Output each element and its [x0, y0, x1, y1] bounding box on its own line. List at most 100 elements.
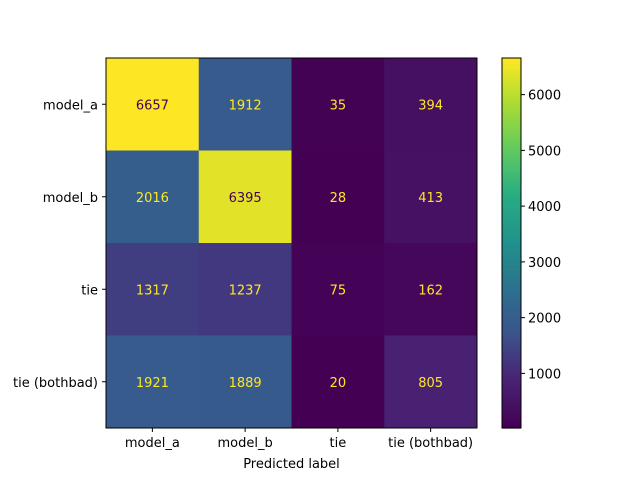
- colorbar-segment: [502, 347, 521, 352]
- x-tick-labels: model_a model_b tie tie (bothbad): [125, 428, 473, 451]
- colorbar-segment: [502, 239, 521, 244]
- cell-value-label: 2016: [136, 191, 169, 206]
- heatmap-cell: [291, 58, 385, 151]
- colorbar-segment: [502, 110, 521, 115]
- colorbar-segment: [502, 258, 521, 263]
- heatmap-cell: [106, 58, 200, 151]
- cell-value-label: 805: [418, 376, 443, 391]
- colorbar-segment: [502, 104, 521, 108]
- colorbar-segment: [502, 159, 521, 164]
- colorbar-segment: [502, 307, 521, 312]
- colorbar-segment: [502, 409, 521, 414]
- cell-value-label: 20: [330, 376, 347, 391]
- colorbar-segment: [502, 206, 521, 210]
- colorbar-segment: [502, 326, 521, 330]
- colorbar-segment: [502, 394, 521, 398]
- colorbar-segment: [502, 329, 521, 334]
- colorbar-segment: [502, 184, 521, 189]
- colorbar-segment: [502, 107, 521, 112]
- colorbar-segment: [502, 122, 521, 127]
- colorbar-segment: [502, 88, 521, 93]
- colorbar-segment: [502, 162, 521, 167]
- cell-value-label: 75: [330, 283, 347, 298]
- heatmap-cell: [106, 243, 200, 336]
- colorbar-segment: [502, 116, 521, 121]
- colorbar-segment: [502, 76, 521, 81]
- colorbar-segment: [502, 64, 521, 68]
- heatmap-cell: [291, 150, 385, 244]
- colorbar-segment: [502, 196, 521, 201]
- colorbar-segment: [502, 227, 521, 232]
- colorbar-segment: [502, 298, 521, 303]
- colorbar-tick-label: 1000: [528, 367, 561, 382]
- colorbar-segment: [502, 360, 521, 364]
- colorbar-segment: [502, 375, 521, 380]
- colorbar-segment: [502, 369, 521, 374]
- colorbar-segment: [502, 125, 521, 130]
- y-tick-label: tie: [81, 283, 98, 298]
- colorbar-segment: [502, 403, 521, 408]
- colorbar-segment: [502, 243, 521, 247]
- colorbar-segment: [502, 135, 521, 139]
- colorbar-segment: [502, 397, 521, 401]
- colorbar-segment: [502, 165, 521, 170]
- colorbar-segment: [502, 295, 521, 300]
- colorbar-segment: [502, 181, 521, 186]
- heatmap-cell: [384, 335, 478, 429]
- heatmap-cell: [384, 58, 478, 151]
- colorbar-segment: [502, 175, 521, 179]
- colorbar-segment: [502, 261, 521, 266]
- cell-value-label: 6395: [229, 191, 262, 206]
- colorbar-segment: [502, 128, 521, 133]
- colorbar-segment: [502, 141, 521, 145]
- colorbar-segment: [502, 58, 521, 62]
- colorbar-segment: [502, 415, 521, 420]
- cell-value-label: 35: [330, 98, 347, 113]
- colorbar-segment: [502, 172, 521, 176]
- colorbar-segment: [502, 378, 521, 383]
- colorbar-segment: [502, 221, 521, 226]
- colorbar-tick-label: 6000: [528, 89, 561, 104]
- colorbar-segment: [502, 150, 521, 155]
- colorbar-segment: [502, 400, 521, 404]
- colorbar-tick-label: 3000: [528, 256, 561, 271]
- cell-value-label: 1921: [136, 376, 169, 391]
- colorbar-segment: [502, 144, 521, 149]
- colorbar-segment: [502, 384, 521, 389]
- cell-value-label: 394: [418, 98, 443, 113]
- colorbar-segment: [502, 421, 521, 426]
- cell-value-label: 1889: [229, 376, 262, 391]
- colorbar-segment: [502, 249, 521, 253]
- colorbar-segment: [502, 98, 521, 102]
- colorbar-segment: [502, 304, 521, 309]
- heatmap-cell: [198, 150, 292, 244]
- colorbar-segment: [502, 187, 521, 192]
- heatmap-cells: 6657 1912 35 394 2016 6395 28 413 1317 1237 75 162 1…: [106, 58, 478, 429]
- heatmap-cell: [291, 335, 385, 429]
- y-tick-label: tie (bothbad): [13, 376, 98, 391]
- colorbar-segment: [502, 273, 521, 278]
- colorbar-segment: [502, 252, 521, 256]
- colorbar-segment: [502, 354, 521, 358]
- cell-value-label: 28: [330, 191, 347, 206]
- colorbar-segment: [502, 224, 521, 229]
- colorbar-segment: [502, 132, 521, 136]
- colorbar-segment: [502, 366, 521, 371]
- cell-value-label: 1237: [229, 283, 262, 298]
- cell-value-label: 413: [418, 191, 443, 206]
- colorbar-segment: [502, 372, 521, 377]
- y-tick-label: model_b: [43, 191, 98, 206]
- heatmap-cell: [291, 243, 385, 336]
- colorbar-segment: [502, 267, 521, 272]
- cell-value-label: 6657: [136, 98, 169, 113]
- colorbar-segment: [502, 85, 521, 90]
- plot-frame: [105, 57, 478, 429]
- colorbar-segment: [502, 289, 521, 293]
- colorbar-segment: [502, 199, 521, 204]
- colorbar-segment: [502, 61, 521, 65]
- cell-value-label: 1912: [229, 98, 262, 113]
- colorbar-segment: [502, 193, 521, 198]
- colorbar-tick-label: 5000: [528, 144, 561, 159]
- x-tick-label: model_b: [218, 436, 273, 451]
